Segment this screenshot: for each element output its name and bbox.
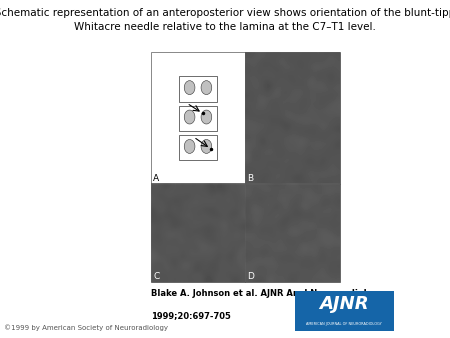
Text: 1999;20:697-705: 1999;20:697-705 bbox=[151, 311, 230, 320]
Bar bbox=[179, 76, 217, 102]
Ellipse shape bbox=[184, 81, 195, 95]
Text: A: A bbox=[153, 173, 159, 183]
Bar bbox=[245, 52, 340, 184]
Bar bbox=[151, 52, 245, 184]
Ellipse shape bbox=[184, 110, 195, 124]
Bar bbox=[179, 106, 217, 131]
Ellipse shape bbox=[184, 140, 195, 153]
Ellipse shape bbox=[201, 81, 212, 95]
Bar bbox=[179, 135, 217, 161]
Text: Whitacre needle relative to the lamina at the C7–T1 level.: Whitacre needle relative to the lamina a… bbox=[74, 22, 376, 32]
Bar bbox=[295, 291, 394, 331]
Text: AMERICAN JOURNAL OF NEURORADIOLOGY: AMERICAN JOURNAL OF NEURORADIOLOGY bbox=[306, 322, 382, 326]
Text: D: D bbox=[248, 271, 254, 281]
Text: C: C bbox=[153, 271, 159, 281]
Bar bbox=[151, 184, 245, 282]
Text: AJNR: AJNR bbox=[320, 295, 369, 313]
Bar bbox=[245, 184, 340, 282]
Ellipse shape bbox=[201, 140, 212, 153]
Ellipse shape bbox=[201, 110, 212, 124]
Text: ©1999 by American Society of Neuroradiology: ©1999 by American Society of Neuroradiol… bbox=[4, 324, 168, 331]
Text: Blake A. Johnson et al. AJNR Am J Neuroradiol: Blake A. Johnson et al. AJNR Am J Neuror… bbox=[151, 289, 366, 298]
Text: A, Schematic representation of an anteroposterior view shows orientation of the : A, Schematic representation of an antero… bbox=[0, 8, 450, 19]
Text: B: B bbox=[248, 173, 254, 183]
